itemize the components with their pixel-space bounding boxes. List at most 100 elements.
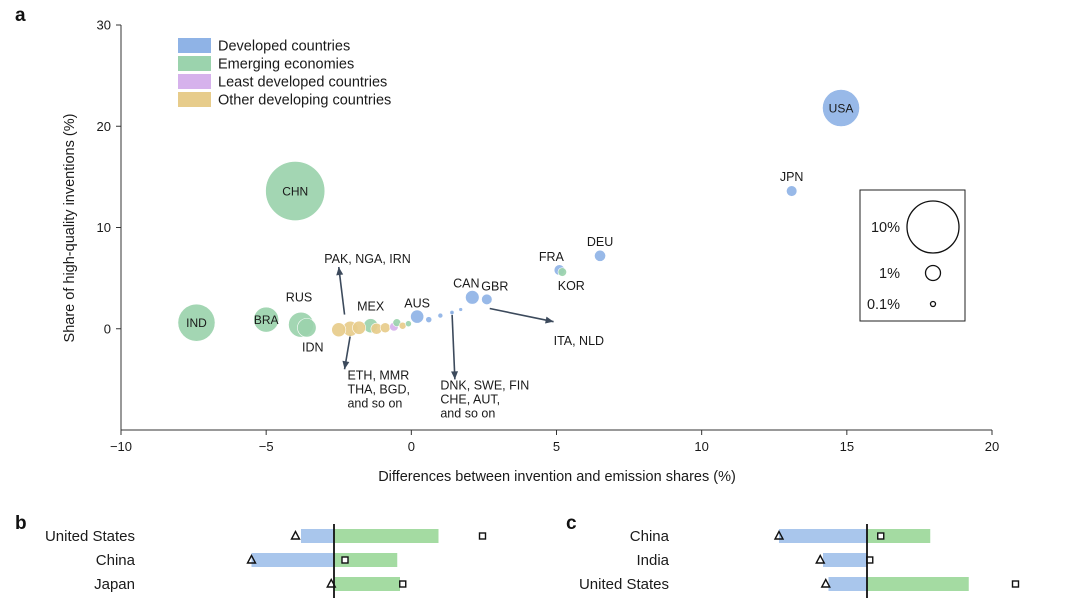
row-label: China [630,528,670,545]
x-axis-label: Differences between invention and emissi… [378,469,736,485]
bubble-label: JPN [780,170,804,184]
x-tick-label: 10 [694,439,708,454]
bubble [425,316,433,324]
legend-label: Other developing countries [218,93,391,109]
panel-label-c: c [566,513,577,534]
y-tick-label: 20 [97,119,111,134]
row-label: India [636,552,669,569]
bubble-bra [253,306,279,333]
row-label: China [96,552,136,569]
annotation-arrow [489,307,554,323]
bubble-label: CHN [282,185,308,199]
bubble-label: FRA [539,250,565,264]
bubble-label: CAN [453,276,479,290]
bubble [331,322,347,338]
bubble-chn [265,161,326,221]
triangle-marker [290,530,301,540]
square-marker [399,580,407,588]
bubble-label: AUS [404,297,430,311]
bubble-aus [410,309,425,324]
bubble-label: RUS [286,291,312,305]
square-marker [877,532,885,540]
annotation-text: DNK, SWE, FIN [440,379,529,393]
x-tick-label: −10 [110,439,132,454]
bar [779,529,867,543]
square-marker [1011,580,1020,588]
bar [867,577,969,591]
size-legend: 10% 1% 0.1% [859,189,966,322]
y-tick-label: 10 [97,220,111,235]
triangle-marker [246,554,257,564]
triangle-marker [773,530,785,540]
x-tick-label: 15 [840,439,854,454]
annotation-text: and so on [440,407,495,421]
legend-swatch-emerging [178,56,211,71]
bubble-label: GBR [481,279,508,293]
bubble-gbr [481,293,493,306]
bubble [437,312,444,319]
square-marker [478,532,487,540]
annotation-arrowhead [451,371,459,380]
panel-b-chart: United States China Japan [45,524,487,598]
bubble-label: KOR [558,279,585,293]
row-label: United States [579,576,669,593]
legend-swatch-developed [178,38,211,53]
annotation-text: ITA, NLD [554,334,604,348]
bubbles [177,89,860,342]
panel-label-b: b [15,513,27,534]
bubble [405,320,412,328]
annotation-text: THA, BGD, [347,382,410,396]
bubble [352,320,366,335]
bar [334,529,439,543]
annotation-text: CHE, AUT, [440,393,500,407]
x-tick-label: −5 [259,439,274,454]
bar [867,529,931,543]
bubble-label: IDN [302,341,324,355]
annotation-text: and so on [347,396,402,410]
legend-swatch-other [178,92,211,107]
legend: Developed countries Emerging economies Lea… [178,38,391,109]
bubble-can [465,290,480,305]
size-legend-label: 0.1% [867,297,900,313]
size-legend-circle [929,300,937,308]
triangle-marker [815,554,826,564]
y-tick-label: 0 [104,321,111,336]
bubble-label: IND [186,316,207,330]
annotation-arrowhead [336,266,344,276]
panel-c-chart: China India United States [579,524,1020,598]
size-legend-circle [906,200,960,254]
row-label: United States [45,528,135,545]
annotation-arrowhead [342,360,350,370]
bar [251,553,334,567]
bubble [379,322,391,334]
bubble-labels: USA JPN DEU FRA KOR CAN GBR AUS CHN IND BRA RUS IDN M… [186,102,853,355]
bubble-ind [177,303,216,342]
legend-swatch-least [178,74,211,89]
bubble [449,310,455,316]
annotation-text: ETH, MMR [347,368,409,382]
bubble-jpn [786,185,798,197]
size-legend-label: 10% [871,220,900,236]
bubble-idn [297,318,317,338]
x-tick-label: 0 [408,439,415,454]
annotation-arrow [451,311,456,380]
x-tick-label: 5 [553,439,560,454]
size-legend-label: 1% [879,266,900,282]
bubble-usa [822,89,860,127]
bubble-label: MEX [357,300,385,314]
annotation-arrowhead [545,316,554,324]
y-tick-label: 30 [97,18,111,33]
bubble-kor [557,267,567,277]
y-axis-label: Share of high-quality inventions (%) [62,114,78,343]
bubble-label: DEU [587,235,613,249]
size-legend-circle [924,264,942,282]
legend-label: Least developed countries [218,75,387,91]
bar [828,577,867,591]
x-tick-label: 20 [985,439,999,454]
panel-label-a: a [15,5,26,26]
square-marker [341,556,349,564]
bubble-deu [594,249,606,262]
bubble-label: BRA [254,313,279,327]
